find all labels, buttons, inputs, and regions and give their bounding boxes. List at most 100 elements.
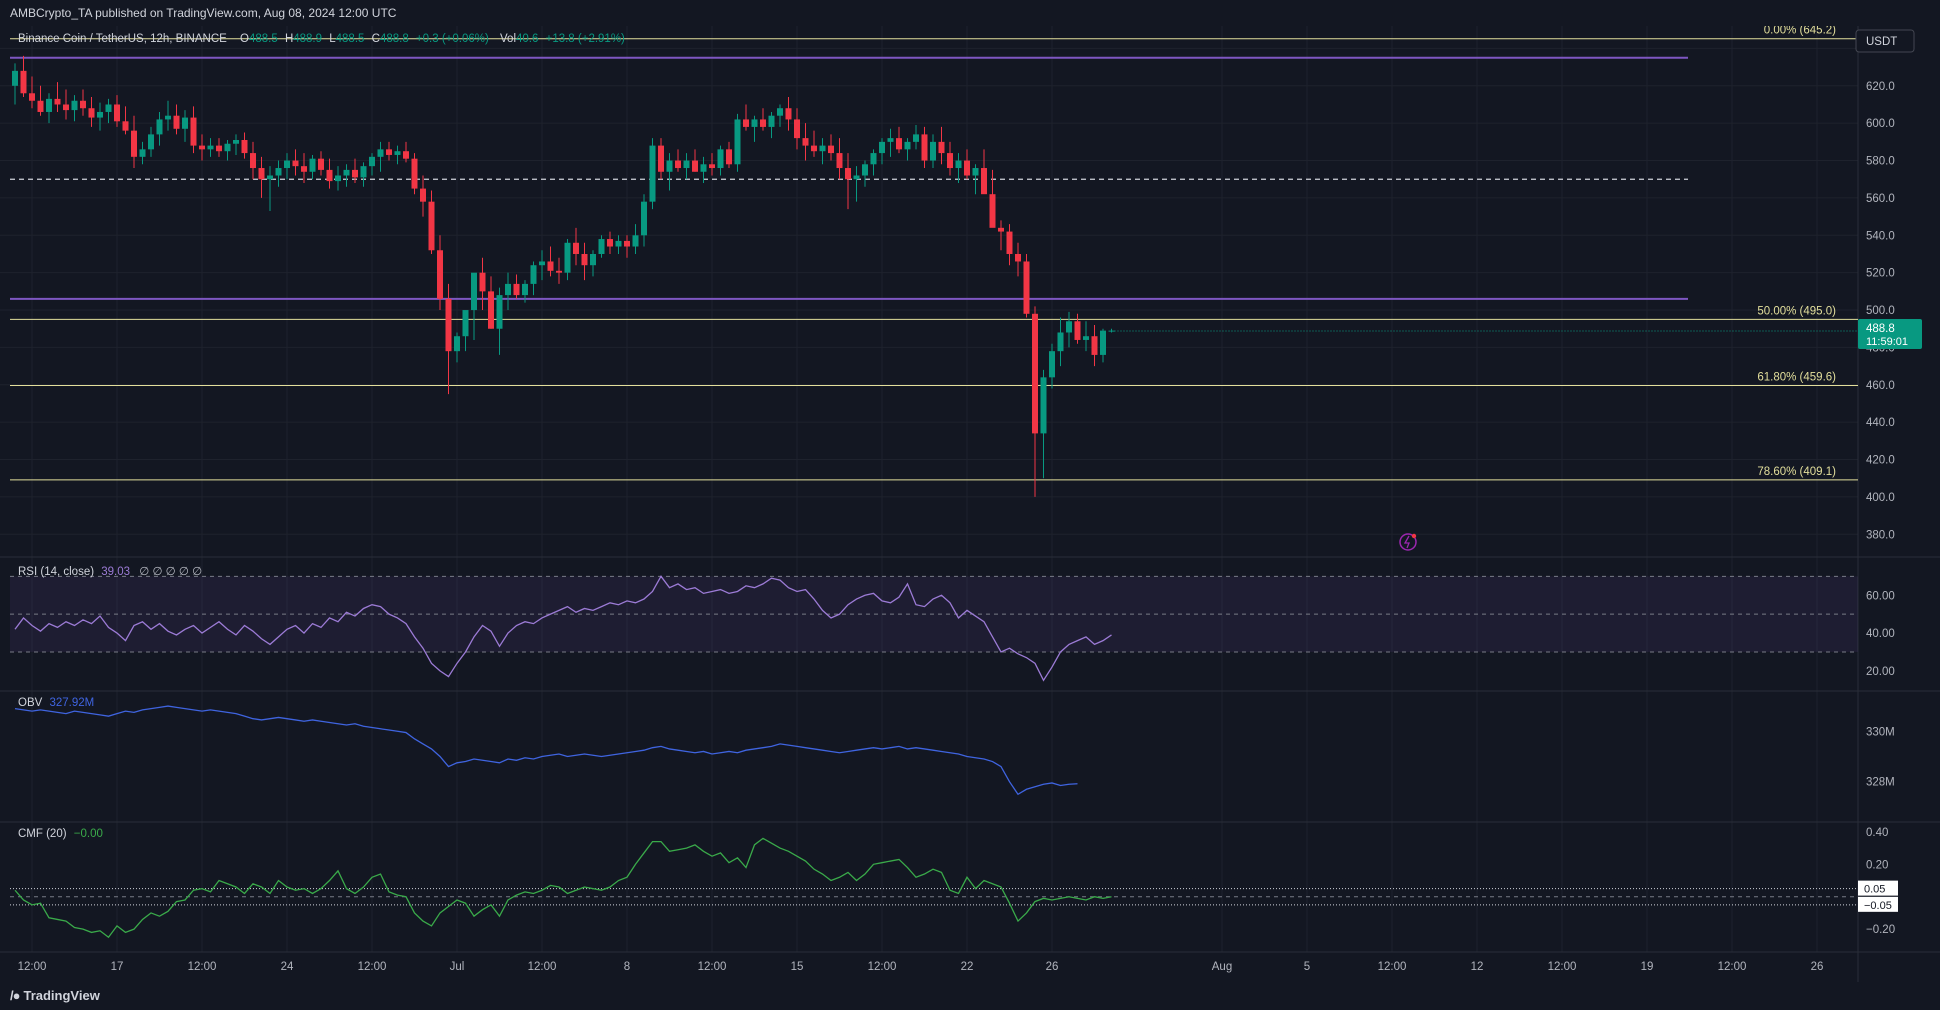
candle-body — [700, 164, 707, 172]
currency-label: USDT — [1866, 36, 1897, 48]
cmf-pane[interactable] — [10, 837, 1858, 939]
candle-body — [335, 175, 341, 182]
rsi-title: RSI (14, close) — [18, 566, 94, 578]
candle — [505, 272, 511, 311]
rsi-tick-label: 60.00 — [1866, 590, 1895, 602]
candle — [1066, 311, 1072, 348]
price-levels: 0.00% (645.2) 50.00% (495.0) 61.80% (459.6… — [10, 26, 1858, 481]
candle — [471, 272, 477, 340]
candle — [1108, 328, 1115, 333]
candle — [284, 153, 290, 180]
time-axis[interactable]: 12:00 17 12:00 24 12:00 Jul 12:00 8 12:00 15 12:00… — [18, 961, 1824, 973]
candle — [454, 332, 460, 363]
candle — [326, 158, 333, 189]
replay-icon[interactable] — [1399, 533, 1417, 551]
price-tick-label: 560.0 — [1866, 193, 1895, 205]
candle — [547, 246, 554, 277]
candle — [964, 149, 970, 180]
candle-body — [1015, 253, 1021, 262]
candle — [530, 261, 537, 296]
candle — [641, 194, 647, 247]
time-tick-label: 17 — [111, 961, 124, 973]
candle — [199, 134, 205, 161]
candle-body — [216, 145, 222, 152]
candle — [233, 134, 239, 155]
candle-body — [301, 166, 307, 172]
candle — [360, 162, 367, 187]
candle — [1100, 328, 1106, 363]
candle — [658, 138, 664, 180]
candle-body — [505, 283, 511, 296]
candle — [539, 250, 545, 281]
price-tick-label: 460.0 — [1866, 380, 1895, 392]
candle-body — [258, 168, 265, 180]
obv-value: 327.92M — [50, 697, 95, 709]
candle — [12, 63, 18, 105]
pane-dividers — [0, 26, 1940, 982]
candle — [1032, 306, 1038, 497]
candle — [998, 220, 1004, 251]
candle — [607, 231, 613, 254]
time-tick-label: Jul — [450, 961, 465, 973]
candle-body — [1066, 321, 1072, 333]
candle-body — [632, 235, 639, 247]
candle — [275, 160, 282, 187]
candle — [1023, 253, 1030, 318]
candle — [88, 97, 95, 127]
obv-pane[interactable] — [14, 705, 1078, 796]
candle-body — [777, 108, 783, 116]
candle-body — [411, 158, 418, 189]
obv-title: OBV — [18, 697, 43, 709]
candle-body — [37, 100, 44, 112]
grid-lines — [0, 26, 1858, 952]
candle — [1091, 325, 1098, 367]
obv-tick-label: 330M — [1866, 726, 1895, 738]
candle-body — [377, 149, 384, 157]
candle — [683, 153, 690, 180]
candle-body — [318, 158, 324, 170]
candle-body — [199, 145, 205, 150]
candle-body — [811, 145, 817, 152]
time-tick-label: 12 — [1471, 961, 1484, 973]
candle — [71, 95, 78, 122]
candle-body — [1074, 321, 1081, 340]
candle-body — [488, 291, 494, 329]
candle-body — [930, 141, 936, 161]
candle-body — [275, 168, 282, 176]
rsi-pane[interactable] — [10, 575, 1858, 682]
candle-body — [224, 143, 231, 152]
candles — [12, 55, 1115, 497]
tradingview-logo[interactable]: /● TradingView — [10, 988, 100, 1003]
candle — [692, 149, 698, 172]
candle-body — [921, 134, 928, 161]
candle — [632, 224, 639, 254]
candle — [301, 153, 307, 183]
candle-body — [1108, 330, 1115, 332]
candle-body — [386, 149, 392, 155]
candle-body — [131, 130, 137, 157]
candle — [870, 149, 877, 176]
time-tick-label: 15 — [791, 961, 804, 973]
price-axis[interactable]: 640.0620.0600.0580.0560.0540.0520.0500.0… — [1866, 43, 1895, 936]
candle — [811, 130, 817, 157]
candle — [1040, 369, 1047, 479]
candle — [369, 153, 375, 176]
candle — [182, 110, 188, 142]
cmf-level-label: 0.05 — [1864, 884, 1885, 896]
candle — [777, 104, 783, 127]
candle — [1049, 343, 1055, 389]
candle — [921, 126, 928, 169]
time-tick-label: 26 — [1046, 961, 1059, 973]
price-tick-label: 420.0 — [1866, 455, 1895, 467]
candle — [598, 235, 605, 258]
obv-line — [14, 705, 1078, 796]
candle-body — [964, 160, 970, 176]
fib-level-label: 78.60% (409.1) — [1757, 466, 1836, 478]
time-tick-label: 8 — [624, 961, 630, 973]
chart-canvas[interactable]: 0.00% (645.2) 50.00% (495.0) 61.80% (459.6… — [0, 26, 1940, 982]
candle — [700, 156, 707, 183]
time-tick-label: 5 — [1304, 961, 1310, 973]
time-tick-label: 26 — [1811, 961, 1824, 973]
candle — [335, 166, 341, 191]
candle-body — [29, 93, 35, 101]
